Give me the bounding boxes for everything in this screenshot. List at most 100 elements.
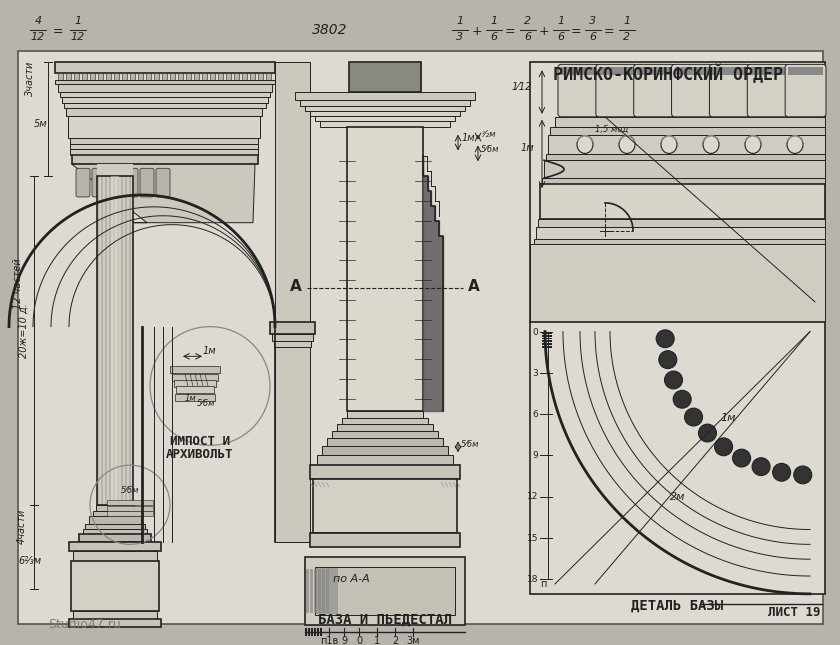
Bar: [82, 74, 87, 80]
FancyBboxPatch shape: [748, 64, 788, 117]
Text: 9: 9: [533, 451, 538, 461]
Bar: [71, 561, 159, 611]
FancyBboxPatch shape: [92, 168, 106, 197]
Ellipse shape: [745, 135, 761, 154]
Bar: [122, 74, 127, 80]
Bar: [172, 374, 218, 381]
Bar: [275, 63, 310, 542]
Bar: [320, 121, 450, 126]
Bar: [266, 74, 271, 80]
Text: 15: 15: [527, 533, 538, 542]
Text: ИМПОСТ И: ИМПОСТ И: [170, 435, 230, 448]
Bar: [305, 106, 465, 111]
Bar: [542, 343, 552, 346]
Bar: [95, 511, 135, 515]
FancyBboxPatch shape: [108, 168, 122, 197]
Bar: [69, 542, 161, 551]
Text: А: А: [291, 279, 302, 294]
Bar: [129, 176, 131, 505]
Bar: [788, 67, 823, 75]
Bar: [542, 346, 552, 348]
Text: 1м: 1м: [203, 346, 217, 356]
Bar: [310, 533, 460, 548]
Bar: [542, 337, 552, 339]
Text: 5м: 5м: [34, 119, 48, 129]
Bar: [73, 551, 157, 561]
Bar: [130, 74, 135, 80]
Text: 12: 12: [527, 493, 538, 501]
Bar: [311, 628, 313, 637]
Text: 2: 2: [392, 637, 398, 645]
Bar: [70, 143, 258, 150]
Bar: [314, 569, 317, 613]
Bar: [101, 176, 103, 505]
Circle shape: [715, 438, 732, 456]
Bar: [305, 557, 465, 624]
Bar: [154, 74, 159, 80]
Text: 1⁄12: 1⁄12: [512, 82, 532, 92]
Bar: [113, 176, 115, 505]
Text: 3: 3: [456, 32, 464, 42]
Text: 2: 2: [623, 32, 631, 42]
Bar: [353, 63, 356, 92]
Bar: [93, 511, 137, 515]
FancyBboxPatch shape: [710, 64, 750, 117]
Text: 1м: 1м: [720, 413, 736, 422]
Bar: [70, 150, 258, 155]
Bar: [317, 455, 453, 465]
Text: 3: 3: [533, 369, 538, 378]
Bar: [121, 176, 123, 505]
Bar: [97, 176, 133, 505]
Bar: [365, 63, 369, 92]
Bar: [561, 67, 596, 75]
FancyBboxPatch shape: [156, 168, 170, 197]
Text: 6: 6: [491, 32, 497, 42]
Bar: [349, 63, 421, 92]
Bar: [175, 394, 215, 401]
Bar: [275, 63, 310, 542]
Text: 6: 6: [590, 32, 596, 42]
Bar: [107, 506, 153, 511]
Circle shape: [685, 408, 702, 426]
Bar: [97, 176, 99, 505]
Bar: [310, 465, 460, 479]
Bar: [103, 176, 105, 505]
Text: 1м: 1м: [185, 394, 197, 403]
Text: ЛИСТ 19: ЛИСТ 19: [768, 606, 820, 619]
Bar: [542, 178, 825, 184]
Bar: [99, 176, 101, 505]
Bar: [97, 164, 133, 222]
Text: 3802: 3802: [312, 23, 348, 37]
Bar: [385, 63, 388, 92]
Text: 0: 0: [533, 328, 538, 337]
Bar: [58, 84, 272, 92]
Bar: [170, 74, 175, 80]
Bar: [300, 100, 470, 106]
Bar: [401, 63, 405, 92]
Bar: [349, 63, 353, 92]
Bar: [146, 74, 151, 80]
Circle shape: [794, 466, 811, 484]
Text: =: =: [505, 25, 515, 38]
Bar: [750, 67, 785, 75]
FancyBboxPatch shape: [633, 64, 675, 117]
Bar: [530, 322, 825, 594]
Bar: [107, 176, 109, 505]
Bar: [176, 386, 214, 393]
Bar: [322, 446, 448, 455]
Text: 5⁄6м: 5⁄6м: [481, 145, 500, 154]
Text: 1: 1: [623, 15, 631, 26]
Bar: [58, 74, 63, 80]
Text: 2: 2: [524, 15, 532, 26]
Bar: [170, 366, 220, 373]
Bar: [337, 424, 433, 430]
Bar: [73, 611, 157, 619]
Bar: [18, 52, 823, 624]
Circle shape: [673, 390, 691, 408]
Text: 1: 1: [491, 15, 497, 26]
Bar: [90, 74, 95, 80]
Bar: [98, 74, 103, 80]
FancyBboxPatch shape: [596, 64, 637, 117]
Bar: [60, 92, 270, 97]
Text: 3м: 3м: [407, 637, 420, 645]
